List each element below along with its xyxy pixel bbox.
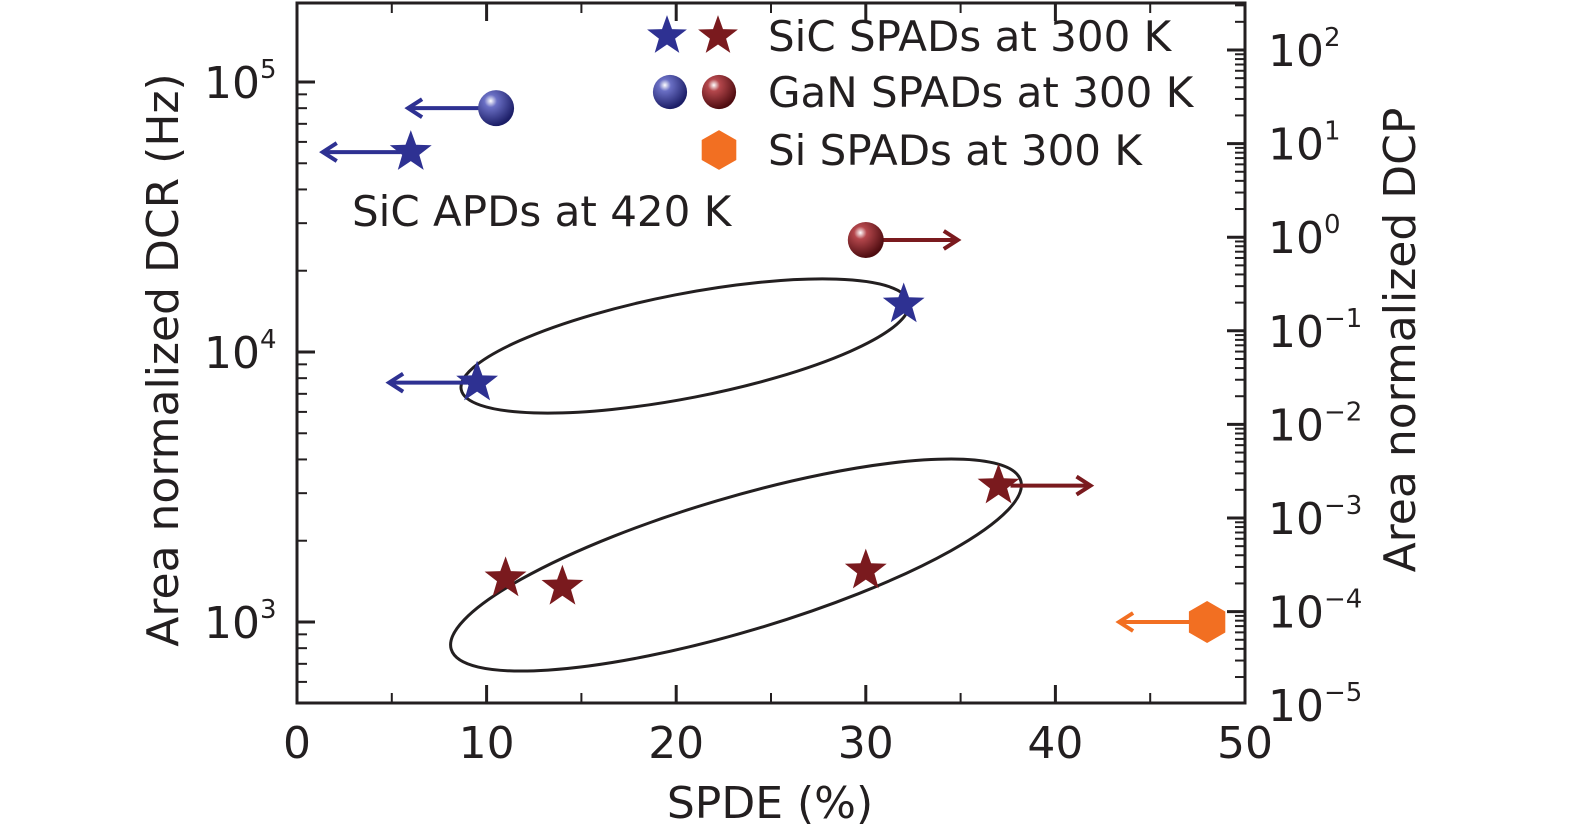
y-tick-label: 105	[204, 55, 277, 109]
arrow-head	[1075, 474, 1095, 497]
x-tick-label: 20	[648, 718, 704, 769]
marker-sphere	[847, 221, 884, 258]
data-point	[404, 90, 515, 127]
marker-star	[698, 15, 738, 53]
data-point	[847, 221, 962, 258]
marker-star	[389, 130, 432, 170]
marker-star	[647, 15, 687, 53]
grouping-ellipses	[449, 277, 1023, 673]
legend-label: SiC SPADs at 300 K	[768, 12, 1173, 61]
data-points	[319, 90, 1226, 643]
y2-tick-label: 10−5	[1268, 678, 1362, 732]
marker-star	[484, 556, 527, 597]
data-point	[844, 548, 887, 589]
y2-tick-label: 10−1	[1268, 304, 1362, 358]
y2-tick-label: 101	[1268, 117, 1341, 171]
legend: SiC SPADs at 300 K GaN SPADs at 300 K Si S…	[647, 12, 1195, 175]
legend-label: Si SPADs at 300 K	[768, 126, 1143, 175]
data-point	[1115, 601, 1226, 643]
x-tick-label: 30	[838, 718, 894, 769]
x-tick-label: 50	[1217, 718, 1273, 769]
marker-sphere	[478, 90, 515, 127]
data-point	[541, 564, 584, 605]
data-point	[977, 463, 1095, 504]
marker-sphere	[652, 74, 688, 110]
arrow-head	[385, 371, 405, 394]
marker-hexagon	[701, 130, 737, 170]
y-tick-label: 103	[204, 595, 277, 649]
x-axis-title: SPDE (%)	[667, 778, 873, 829]
y-axis-title: Area normalized DCR (Hz)	[138, 73, 189, 646]
data-point	[882, 282, 925, 323]
ellipse-group-lower	[449, 457, 1023, 673]
marker-star	[456, 360, 498, 401]
marker-star	[977, 463, 1020, 504]
x-tick-label: 10	[459, 718, 515, 769]
marker-star	[882, 282, 925, 323]
y2-tick-label: 10−3	[1268, 491, 1362, 545]
arrow-head	[1115, 611, 1135, 633]
data-point	[319, 130, 432, 170]
data-point	[484, 556, 527, 597]
y-tick-label: 104	[204, 325, 277, 379]
y2-tick-label: 10−4	[1268, 585, 1362, 639]
x-tick-label: 0	[283, 718, 311, 769]
legend-label: GaN SPADs at 300 K	[768, 68, 1195, 117]
y2-tick-label: 100	[1268, 210, 1341, 264]
plot-axes: 0 10 20 30 40 50 103 104 105 102 101 100 10−1 10−2 10−…	[204, 1, 1362, 769]
marker-star	[844, 548, 887, 589]
data-point	[385, 360, 498, 401]
annotation-sic-apds: SiC APDs at 420 K	[352, 187, 733, 236]
arrow-head	[404, 97, 424, 119]
arrow-head	[942, 229, 962, 251]
y2-tick-label: 10−2	[1268, 397, 1362, 451]
y2-axis-title: Area normalized DCP	[1375, 108, 1426, 573]
marker-sphere	[701, 74, 737, 110]
y2-tick-label: 102	[1268, 23, 1341, 77]
marker-hexagon	[1188, 601, 1226, 643]
arrow-head	[319, 141, 338, 163]
ellipse-group-upper	[459, 277, 911, 415]
x-tick-label: 40	[1027, 718, 1083, 769]
marker-star	[541, 564, 584, 605]
